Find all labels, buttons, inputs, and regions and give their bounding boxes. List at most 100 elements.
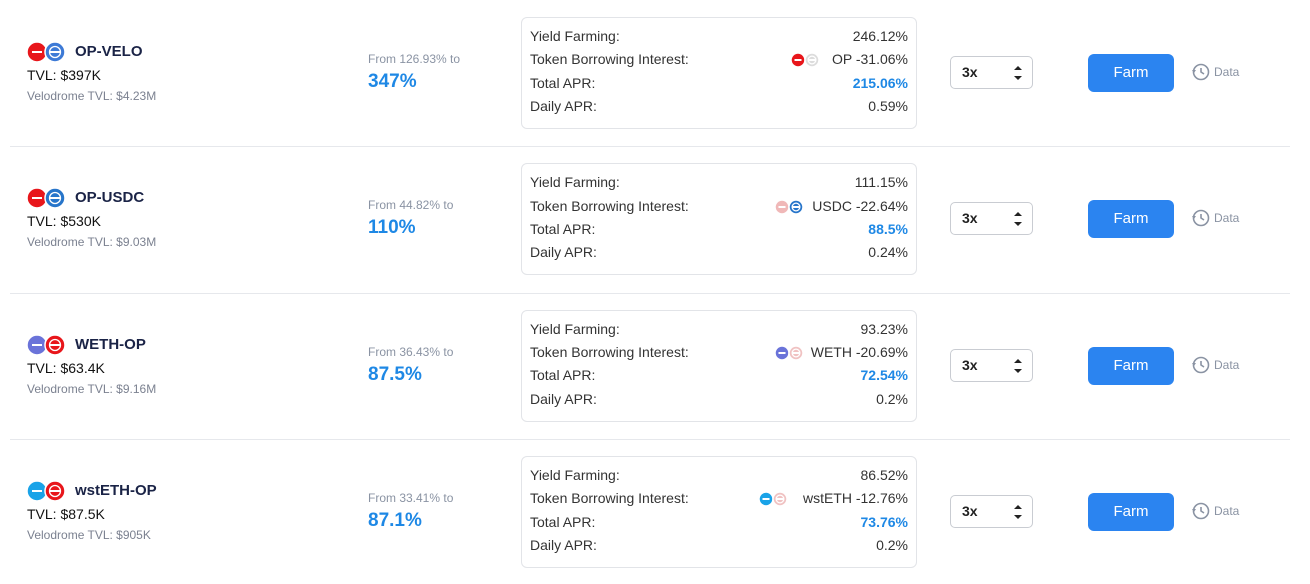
history-icon[interactable] [1191,62,1211,82]
data-link[interactable]: Data [1214,211,1240,226]
detail-label: Total APR: [530,220,596,237]
farm-button[interactable]: Farm [1088,492,1174,531]
history-icon-svg [1192,209,1210,227]
detail-label: Token Borrowing Interest: [530,51,689,68]
detail-value: WETH -20.69% [810,343,908,360]
apr-from: From 36.43% to [368,344,454,359]
detail-value: 0.2% [876,536,908,553]
apr-details [521,309,917,422]
select-arrows-svg [1014,66,1022,80]
detail-value: 73.76% [860,513,908,530]
farm-button[interactable]: Farm [1088,346,1174,385]
velodrome-tvl: Velodrome TVL: $9.03M [27,235,157,250]
farm-button[interactable]: Farm [1088,200,1174,239]
history-icon-svg [1192,63,1210,81]
history-icon[interactable] [1191,208,1211,228]
apr-details [521,17,917,129]
apr-to: 347% [368,71,417,92]
detail-value: 246.12% [852,28,908,44]
detail-value: 72.54% [860,367,908,384]
borrow-icons-svg [790,52,820,69]
detail-label: Daily APR: [530,536,597,553]
detail-label: Yield Farming: [530,466,620,483]
select-arrows [1013,63,1023,83]
select-arrows [1013,209,1023,229]
history-icon[interactable] [1191,355,1211,375]
apr-from: From 126.93% to [368,52,461,66]
leverage-value: 3x [962,356,978,373]
select-arrows [1013,356,1023,376]
farm-button[interactable]: Farm [1088,54,1174,92]
leverage-select[interactable]: 3x [950,202,1033,236]
history-icon[interactable] [1191,501,1211,521]
leverage-select[interactable]: 3x [950,56,1033,89]
apr-from: From 44.82% to [368,198,454,213]
apr-to: 87.1% [368,509,422,531]
borrow-icons [774,198,808,215]
row-divider [10,292,1290,294]
velodrome-tvl: Velodrome TVL: $9.16M [27,381,157,396]
velodrome-tvl: Velodrome TVL: $905K [27,527,151,542]
pair-icons-svg [26,480,66,502]
detail-label: Total APR: [530,367,596,384]
select-arrows [1013,502,1023,522]
detail-label: Daily APR: [530,390,597,407]
detail-label: Token Borrowing Interest: [530,343,689,360]
pair-icons-svg [26,187,66,210]
row-divider [10,146,1290,148]
detail-value: 0.24% [868,244,908,261]
detail-value: OP -31.06% [831,51,908,68]
detail-value: 88.5% [868,220,908,237]
leverage-select[interactable]: 3x [950,494,1033,528]
borrow-icons [758,491,792,507]
pair-icons [26,187,68,210]
apr-to: 110% [368,217,416,239]
detail-value: 86.52% [860,466,908,483]
pair-icons [26,41,68,63]
data-link[interactable]: Data [1214,65,1240,79]
history-icon-svg [1192,502,1210,520]
data-link[interactable]: Data [1214,357,1240,372]
detail-label: Daily APR: [530,97,597,114]
select-arrows-svg [1014,212,1022,227]
detail-label: Total APR: [530,513,596,530]
detail-label: Yield Farming: [530,28,620,44]
detail-label: Token Borrowing Interest: [530,197,689,214]
tvl: TVL: $87.5K [27,505,105,522]
select-arrows-svg [1014,504,1022,519]
detail-value: 215.06% [852,74,908,91]
pair-icons-svg [26,41,66,63]
pair-icons-svg [26,333,66,356]
detail-value: 0.2% [876,390,908,407]
pair-name: OP-VELO [75,43,143,60]
leverage-value: 3x [962,64,978,80]
select-arrows-svg [1014,358,1022,373]
apr-from: From 33.41% to [368,490,454,505]
tvl: TVL: $63.4K [27,359,105,376]
borrow-icons-svg [774,345,804,361]
data-link[interactable]: Data [1214,503,1240,518]
detail-value: wstETH -12.76% [802,490,908,507]
borrow-icons-svg [758,491,788,507]
detail-label: Yield Farming: [530,320,620,337]
tvl: TVL: $397K [27,67,101,83]
history-icon-svg [1192,356,1210,373]
pair-icons [26,333,68,356]
apr-to: 87.5% [368,363,422,385]
pair-name: WETH-OP [75,335,146,353]
detail-value: 93.23% [860,320,908,337]
detail-value: USDC -22.64% [812,197,908,214]
detail-label: Token Borrowing Interest: [530,490,689,507]
apr-details [521,455,917,568]
detail-value: 111.15% [854,174,908,191]
borrow-icons-svg [774,198,804,215]
detail-label: Yield Farming: [530,174,620,191]
borrow-icons [774,345,808,361]
tvl: TVL: $530K [27,213,101,230]
pair-name: OP-USDC [75,189,145,207]
detail-label: Daily APR: [530,244,597,261]
leverage-select[interactable]: 3x [950,348,1033,382]
pair-name: wstETH-OP [75,481,157,499]
detail-value: 0.59% [868,97,908,114]
